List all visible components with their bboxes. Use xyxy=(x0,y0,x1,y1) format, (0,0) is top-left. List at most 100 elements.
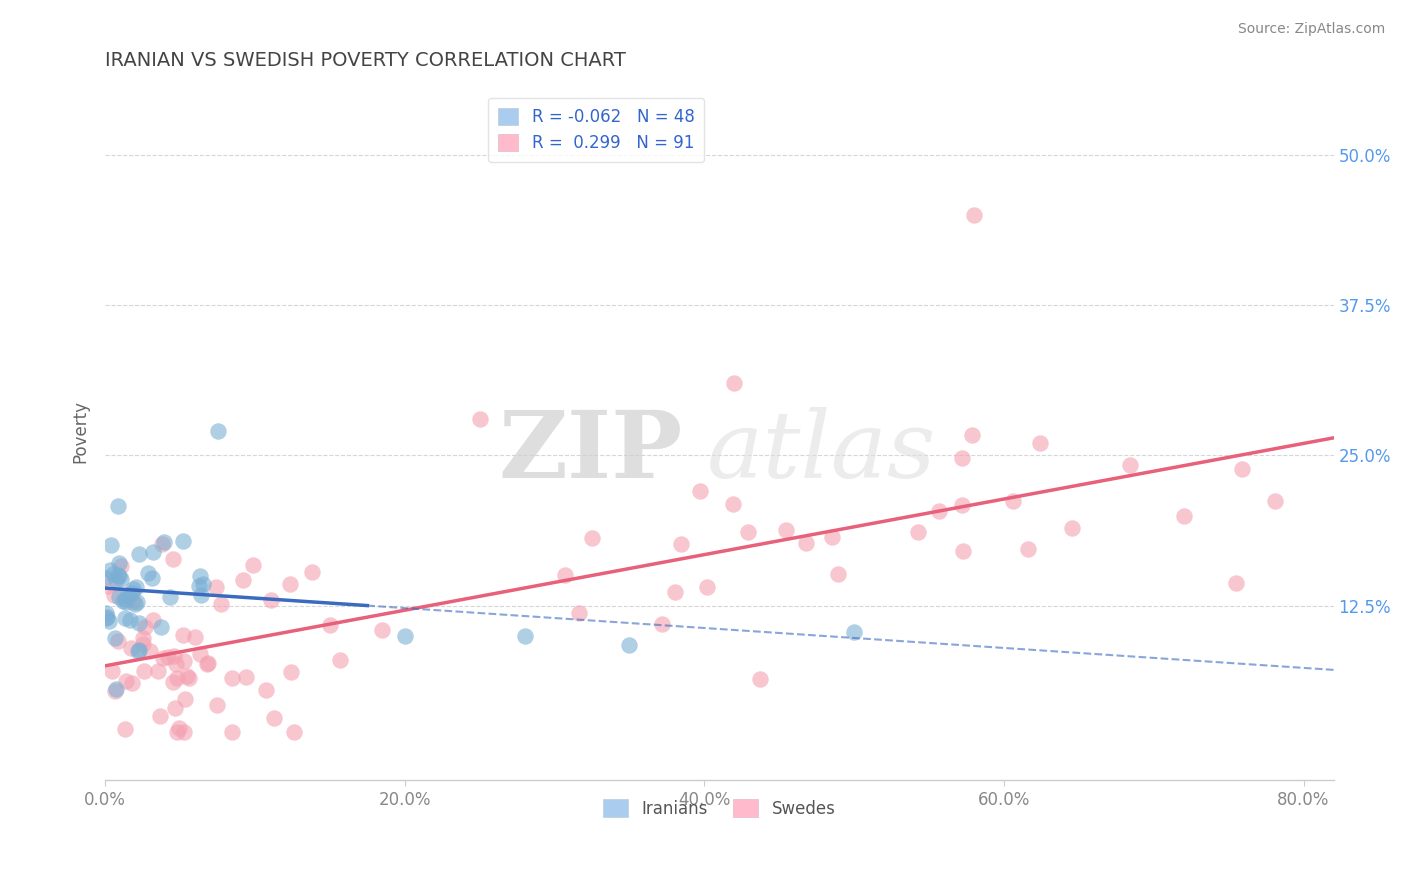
Point xyxy=(114,591,136,606)
Point xyxy=(142,613,165,627)
Point xyxy=(1002,494,1025,508)
Point xyxy=(104,631,127,645)
Point xyxy=(108,568,131,582)
Point xyxy=(121,582,143,596)
Point xyxy=(554,567,576,582)
Point xyxy=(120,640,142,655)
Point xyxy=(371,623,394,637)
Point xyxy=(173,691,195,706)
Point xyxy=(581,531,603,545)
Point xyxy=(689,483,711,498)
Point xyxy=(152,650,174,665)
Point xyxy=(1225,575,1247,590)
Point xyxy=(173,725,195,739)
Point xyxy=(235,669,257,683)
Point xyxy=(960,427,983,442)
Point xyxy=(394,629,416,643)
Point xyxy=(94,610,117,624)
Text: IRANIAN VS SWEDISH POVERTY CORRELATION CHART: IRANIAN VS SWEDISH POVERTY CORRELATION C… xyxy=(105,51,626,70)
Point xyxy=(844,625,866,640)
Point xyxy=(1017,542,1039,557)
Point xyxy=(221,671,243,685)
Point xyxy=(928,504,950,518)
Point xyxy=(173,654,195,668)
Point xyxy=(127,643,149,657)
Point xyxy=(124,598,146,612)
Point xyxy=(149,709,172,723)
Point xyxy=(204,581,226,595)
Point xyxy=(141,571,163,585)
Point xyxy=(98,614,121,628)
Point xyxy=(128,547,150,561)
Text: ZIP: ZIP xyxy=(498,408,682,497)
Point xyxy=(169,722,191,736)
Point xyxy=(104,684,127,698)
Point xyxy=(132,664,155,678)
Point xyxy=(329,652,352,666)
Point xyxy=(156,649,179,664)
Point xyxy=(963,208,986,222)
Point xyxy=(190,588,212,602)
Point xyxy=(117,588,139,602)
Point xyxy=(128,615,150,630)
Point xyxy=(162,551,184,566)
Point xyxy=(1060,521,1083,535)
Point xyxy=(114,611,136,625)
Point xyxy=(184,631,207,645)
Point xyxy=(118,613,141,627)
Point xyxy=(723,376,745,391)
Point xyxy=(319,617,342,632)
Point xyxy=(96,610,118,624)
Point xyxy=(139,644,162,658)
Point xyxy=(111,594,134,608)
Point xyxy=(148,665,170,679)
Point xyxy=(232,573,254,587)
Point xyxy=(721,497,744,511)
Legend: Iranians, Swedes: Iranians, Swedes xyxy=(596,793,842,824)
Point xyxy=(114,722,136,736)
Point xyxy=(165,657,187,672)
Point xyxy=(188,568,211,582)
Point xyxy=(103,588,125,602)
Point xyxy=(749,672,772,686)
Point xyxy=(950,451,973,466)
Point xyxy=(254,682,277,697)
Point xyxy=(125,595,148,609)
Point xyxy=(794,536,817,550)
Point xyxy=(221,725,243,739)
Point xyxy=(651,617,673,632)
Point xyxy=(513,629,536,643)
Point xyxy=(207,425,229,439)
Point xyxy=(110,573,132,587)
Point xyxy=(187,579,209,593)
Point xyxy=(134,620,156,634)
Point xyxy=(150,536,173,550)
Point xyxy=(283,725,305,739)
Point xyxy=(664,584,686,599)
Point xyxy=(104,681,127,696)
Point xyxy=(114,674,136,689)
Point xyxy=(176,669,198,683)
Point xyxy=(195,657,218,672)
Y-axis label: Poverty: Poverty xyxy=(72,400,89,463)
Point xyxy=(696,580,718,594)
Point xyxy=(260,592,283,607)
Point xyxy=(101,664,124,678)
Point xyxy=(108,556,131,570)
Point xyxy=(136,566,159,581)
Text: Source: ZipAtlas.com: Source: ZipAtlas.com xyxy=(1237,22,1385,37)
Point xyxy=(280,665,302,680)
Point xyxy=(142,545,165,559)
Point xyxy=(107,633,129,648)
Point xyxy=(172,533,194,548)
Point xyxy=(100,538,122,552)
Point xyxy=(301,565,323,579)
Point xyxy=(101,566,124,581)
Point xyxy=(121,586,143,600)
Point xyxy=(821,530,844,544)
Point xyxy=(191,577,214,591)
Point xyxy=(172,628,194,642)
Point xyxy=(132,636,155,650)
Point xyxy=(1118,458,1140,472)
Point xyxy=(94,570,117,584)
